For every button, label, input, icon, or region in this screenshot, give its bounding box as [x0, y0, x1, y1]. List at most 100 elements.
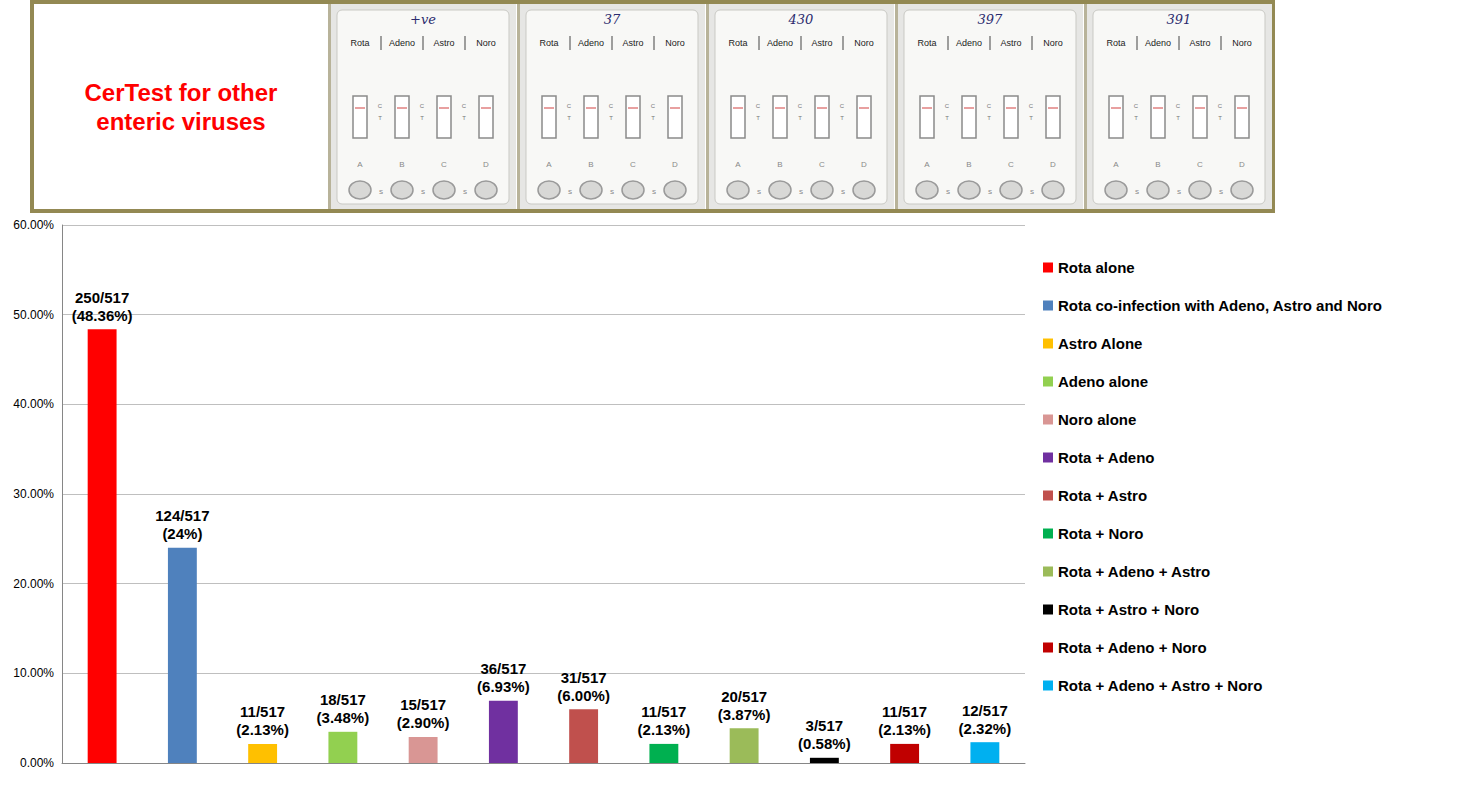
- svg-text:C: C: [378, 103, 383, 109]
- svg-text:Astro Alone: Astro Alone: [1058, 335, 1142, 352]
- svg-text:C: C: [441, 160, 447, 169]
- svg-text:Noro: Noro: [476, 38, 496, 48]
- svg-text:0.00%: 0.00%: [20, 756, 54, 770]
- svg-text:A: A: [546, 160, 552, 169]
- svg-text:Astro: Astro: [1000, 38, 1021, 48]
- svg-text:Noro: Noro: [665, 38, 685, 48]
- svg-text:C: C: [462, 103, 467, 109]
- svg-text:S: S: [1177, 189, 1181, 195]
- svg-text:Adeno: Adeno: [389, 38, 415, 48]
- svg-text:B: B: [1155, 160, 1160, 169]
- svg-text:Astro: Astro: [811, 38, 832, 48]
- svg-text:11/517: 11/517: [641, 703, 686, 720]
- svg-text:S: S: [568, 189, 572, 195]
- svg-text:391: 391: [1167, 12, 1192, 27]
- svg-text:(2.13%): (2.13%): [638, 721, 691, 738]
- svg-text:Noro: Noro: [1043, 38, 1063, 48]
- svg-text:C: C: [567, 103, 572, 109]
- svg-text:S: S: [799, 189, 803, 195]
- svg-text:B: B: [399, 160, 404, 169]
- svg-text:30.00%: 30.00%: [13, 487, 54, 501]
- svg-text:T: T: [609, 115, 613, 121]
- svg-text:31/517: 31/517: [561, 669, 607, 686]
- svg-text:Rota + Noro: Rota + Noro: [1058, 525, 1143, 542]
- svg-text:(2.90%): (2.90%): [397, 714, 450, 731]
- svg-text:C: C: [420, 103, 425, 109]
- svg-text:T: T: [462, 115, 466, 121]
- svg-text:C: C: [945, 103, 950, 109]
- svg-text:T: T: [1176, 115, 1180, 121]
- svg-text:+ve: +ve: [410, 12, 436, 27]
- svg-text:Rota: Rota: [1106, 38, 1125, 48]
- svg-text:60.00%: 60.00%: [13, 218, 54, 232]
- svg-text:B: B: [588, 160, 593, 169]
- svg-text:S: S: [652, 189, 656, 195]
- svg-text:S: S: [421, 189, 425, 195]
- svg-text:T: T: [798, 115, 802, 121]
- svg-text:Rota: Rota: [350, 38, 369, 48]
- svg-text:Rota + Adeno: Rota + Adeno: [1058, 449, 1155, 466]
- svg-text:C: C: [819, 160, 825, 169]
- svg-text:D: D: [1239, 160, 1245, 169]
- svg-text:Rota + Astro + Noro: Rota + Astro + Noro: [1058, 601, 1199, 618]
- svg-text:C: C: [798, 103, 803, 109]
- svg-text:Noro: Noro: [1232, 38, 1252, 48]
- svg-text:Noro: Noro: [854, 38, 874, 48]
- svg-text:D: D: [483, 160, 489, 169]
- svg-text:Adeno: Adeno: [767, 38, 793, 48]
- svg-text:T: T: [756, 115, 760, 121]
- svg-text:Rota co-infection with Adeno,: Rota co-infection with Adeno, Astro and …: [1058, 297, 1382, 314]
- svg-text:11/517: 11/517: [240, 703, 285, 720]
- svg-text:Astro: Astro: [1189, 38, 1210, 48]
- svg-text:40.00%: 40.00%: [13, 397, 54, 411]
- svg-text:(2.32%): (2.32%): [959, 720, 1012, 737]
- svg-text:S: S: [379, 189, 383, 195]
- svg-text:B: B: [966, 160, 971, 169]
- svg-text:3/517: 3/517: [806, 717, 844, 734]
- svg-text:Adeno alone: Adeno alone: [1058, 373, 1148, 390]
- svg-text:A: A: [735, 160, 741, 169]
- svg-text:S: S: [841, 189, 845, 195]
- svg-text:S: S: [1135, 189, 1139, 195]
- svg-text:15/517: 15/517: [400, 696, 446, 713]
- svg-text:18/517: 18/517: [320, 691, 366, 708]
- svg-text:C: C: [1218, 103, 1223, 109]
- svg-text:D: D: [672, 160, 678, 169]
- svg-text:S: S: [610, 189, 614, 195]
- svg-text:S: S: [988, 189, 992, 195]
- svg-text:Noro alone: Noro alone: [1058, 411, 1136, 428]
- svg-text:C: C: [1008, 160, 1014, 169]
- svg-text:(0.58%): (0.58%): [798, 735, 851, 752]
- svg-text:36/517: 36/517: [480, 660, 526, 677]
- svg-text:Adeno: Adeno: [578, 38, 604, 48]
- svg-text:T: T: [378, 115, 382, 121]
- svg-text:T: T: [567, 115, 571, 121]
- svg-text:C: C: [756, 103, 761, 109]
- svg-text:S: S: [1030, 189, 1034, 195]
- svg-text:12/517: 12/517: [962, 702, 1008, 719]
- svg-text:C: C: [1176, 103, 1181, 109]
- svg-text:C: C: [609, 103, 614, 109]
- svg-text:Rota: Rota: [917, 38, 936, 48]
- svg-text:(6.93%): (6.93%): [477, 678, 530, 695]
- svg-text:T: T: [1218, 115, 1222, 121]
- svg-text:C: C: [840, 103, 845, 109]
- svg-text:T: T: [1134, 115, 1138, 121]
- svg-text:11/517: 11/517: [882, 703, 927, 720]
- svg-text:C: C: [987, 103, 992, 109]
- svg-text:250/517: 250/517: [75, 289, 129, 306]
- svg-text:T: T: [945, 115, 949, 121]
- svg-text:B: B: [777, 160, 782, 169]
- svg-text:(48.36%): (48.36%): [72, 307, 133, 324]
- svg-text:(3.87%): (3.87%): [718, 706, 771, 723]
- svg-text:T: T: [420, 115, 424, 121]
- svg-text:20.00%: 20.00%: [13, 577, 54, 591]
- svg-text:(3.48%): (3.48%): [317, 709, 370, 726]
- svg-text:D: D: [1050, 160, 1056, 169]
- svg-text:S: S: [946, 189, 950, 195]
- svg-text:A: A: [924, 160, 930, 169]
- svg-text:S: S: [463, 189, 467, 195]
- svg-text:50.00%: 50.00%: [13, 308, 54, 322]
- svg-text:Astro: Astro: [622, 38, 643, 48]
- svg-text:C: C: [630, 160, 636, 169]
